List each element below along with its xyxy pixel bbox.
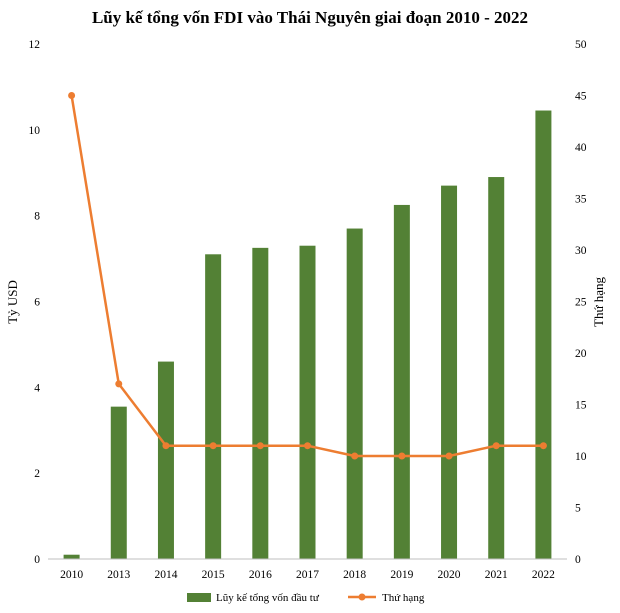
y2-tick-label: 35	[575, 194, 587, 206]
x-tick-label: 2010	[60, 569, 83, 581]
y-tick-label: 8	[34, 211, 40, 223]
bar	[299, 245, 316, 560]
x-tick-label: 2022	[532, 569, 555, 581]
line-point	[539, 442, 547, 450]
y2-tick-label: 15	[575, 400, 587, 412]
bar	[252, 247, 269, 559]
legend-bar-swatch	[187, 593, 211, 602]
y2-tick-label: 25	[575, 297, 587, 309]
x-tick-label: 2021	[485, 569, 508, 581]
line-point	[304, 442, 311, 450]
line-series	[68, 92, 547, 460]
line-point	[209, 442, 217, 450]
y-axis-ticks: 0 2 4 6 8 10 12	[29, 39, 41, 566]
chart-title: Lũy kế tổng vốn FDI vào Thái Nguyên giai…	[92, 8, 528, 27]
line-point	[351, 452, 359, 460]
y2-tick-label: 5	[575, 503, 581, 515]
x-axis-ticks: 2010 2013 2014 2015 2016 2017 2018 2019 2020 2021…	[60, 569, 555, 581]
y2-tick-label: 10	[575, 451, 587, 463]
x-tick-label: 2014	[154, 569, 177, 581]
line-point	[445, 452, 453, 460]
y2-tick-label: 45	[575, 91, 587, 103]
bar	[157, 361, 174, 559]
line-point	[162, 442, 170, 450]
y-tick-label: 2	[34, 468, 40, 480]
y2-tick-label: 20	[575, 348, 587, 360]
bar	[441, 185, 458, 559]
legend-bar-label: Lũy kế tổng vốn đầu tư	[216, 592, 320, 604]
y2-tick-label: 0	[575, 554, 581, 566]
x-tick-label: 2018	[343, 569, 366, 581]
x-tick-label: 2015	[202, 569, 225, 581]
line-point	[256, 442, 264, 450]
x-tick-label: 2017	[296, 569, 319, 581]
y-tick-label: 12	[29, 39, 41, 51]
legend-line-marker	[358, 593, 366, 601]
x-tick-label: 2020	[438, 569, 461, 581]
y2-axis-label: Thứ hạng	[591, 277, 606, 328]
x-tick-label: 2013	[107, 569, 130, 581]
line-point	[398, 452, 406, 460]
y-tick-label: 6	[34, 297, 40, 309]
bar	[205, 254, 222, 559]
line-point	[115, 380, 123, 388]
line-point	[68, 92, 76, 99]
y2-axis-ticks: 0 5 10 15 20 25 30 35 40 45 50	[575, 39, 587, 566]
y-tick-label: 0	[34, 554, 40, 566]
bar	[346, 228, 363, 559]
bar	[488, 177, 505, 559]
bar	[110, 406, 127, 559]
bar	[393, 204, 410, 559]
bar	[535, 110, 552, 559]
y-axis-label: Tỷ USD	[5, 280, 20, 324]
y-tick-label: 10	[29, 125, 41, 137]
legend: Lũy kế tổng vốn đầu tư Thứ hạng	[187, 592, 425, 604]
y2-tick-label: 50	[575, 39, 587, 51]
y2-tick-label: 40	[575, 142, 587, 154]
y-tick-label: 4	[34, 382, 40, 394]
y2-tick-label: 30	[575, 245, 587, 257]
legend-line-label: Thứ hạng	[382, 592, 425, 604]
bar-series	[63, 110, 552, 560]
x-tick-label: 2019	[390, 569, 413, 581]
line-point	[492, 442, 500, 450]
bar	[63, 554, 80, 559]
x-tick-label: 2016	[249, 569, 272, 581]
